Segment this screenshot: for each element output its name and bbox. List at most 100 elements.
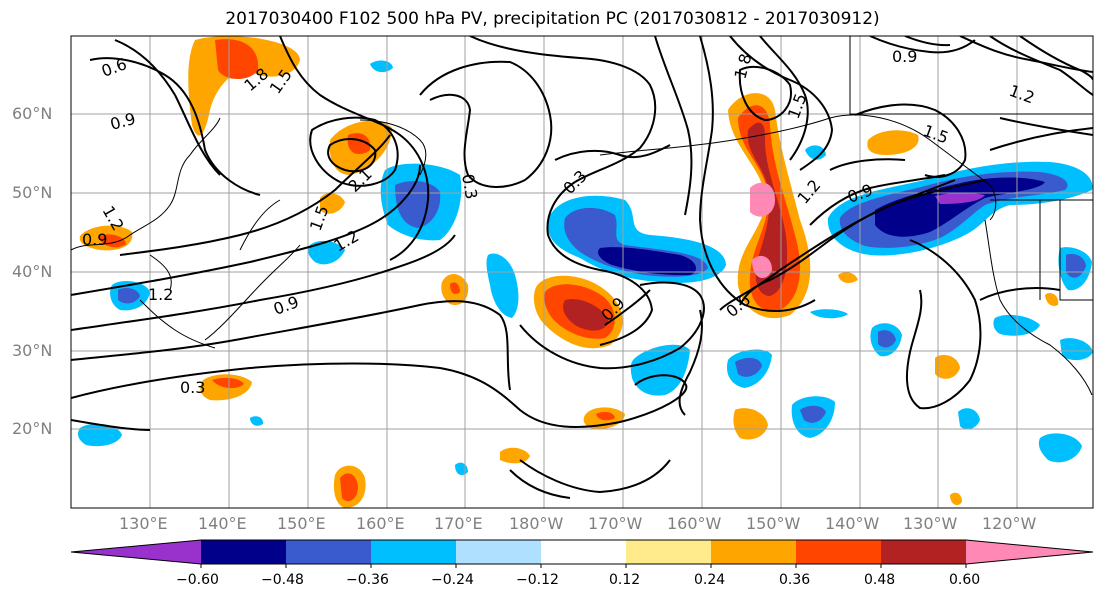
contour-label: 0.3	[458, 172, 481, 200]
pv-contour	[119, 134, 391, 256]
pv-contour	[419, 60, 553, 188]
precip-negative-region	[118, 288, 140, 304]
lon-label-180w: 180°W	[509, 514, 564, 533]
precip-negative-region	[1038, 433, 1082, 463]
pv-contour	[604, 289, 651, 326]
pv-contour	[854, 103, 967, 178]
precip-negative-region	[735, 357, 762, 377]
colorbar	[70, 539, 1094, 568]
pv-contour	[906, 239, 982, 410]
pv-contour	[1019, 36, 1093, 81]
lat-label-60n: 60°N	[12, 104, 53, 123]
precip-negative-region	[486, 253, 519, 318]
contour-label: 1.5	[921, 121, 951, 148]
precip-positive-region	[950, 492, 962, 506]
precip-positive-region	[450, 282, 460, 294]
lon-label-150w: 150°W	[746, 514, 801, 533]
contour-label: 1.2	[1007, 81, 1037, 108]
precip-positive-region	[867, 130, 919, 155]
colorbar-segment	[796, 540, 881, 564]
pv-contours	[71, 36, 1093, 499]
us-state-borders	[1039, 200, 1093, 301]
contour-label: 0.3	[180, 378, 205, 397]
lon-label-160e: 160°E	[356, 514, 405, 533]
colorbar-tick-label: −0.12	[516, 572, 559, 588]
lon-label-150e: 150°E	[277, 514, 326, 533]
precip-negative-region	[958, 408, 980, 430]
japan-coastline	[204, 244, 301, 341]
pv-contour	[71, 164, 421, 296]
pv-contour	[698, 36, 816, 312]
precip-negative-region	[307, 240, 345, 265]
pv-contour	[71, 419, 151, 431]
contour-label: 0.9	[271, 292, 301, 319]
lon-label-130w: 130°W	[903, 514, 958, 533]
pv-contour	[829, 158, 906, 171]
pv-contour	[729, 36, 834, 171]
precip-negative-region	[250, 416, 264, 426]
colorbar-tick-label: 0.60	[949, 572, 981, 588]
contour-label: 1.2	[148, 285, 173, 304]
precip-positive-region	[747, 122, 788, 296]
precip-positive-region	[752, 255, 772, 279]
precip-negative-region	[455, 462, 468, 476]
precip-positive-region	[838, 272, 858, 283]
pv-contour	[999, 117, 1093, 136]
colorbar-tick-label: 0.36	[779, 572, 811, 588]
lon-label-170e: 170°E	[434, 514, 483, 533]
precip-negative-region	[805, 145, 826, 160]
pv-contour	[654, 36, 693, 216]
precip-negative-region	[878, 330, 896, 348]
pv-contour	[279, 36, 430, 261]
graticule	[71, 36, 1093, 508]
lat-label-20n: 20°N	[12, 419, 53, 438]
contour-label: 0.9	[108, 109, 138, 134]
canada-border	[849, 36, 1093, 201]
precip-positive-region	[188, 36, 300, 136]
pv-contour	[869, 36, 976, 54]
map-frame	[70, 35, 1094, 509]
precip-positive-region	[212, 377, 244, 389]
lon-label-140e: 140°E	[198, 514, 247, 533]
precip-shading	[78, 36, 1093, 508]
pv-contour	[71, 362, 688, 428]
precip-negative-region	[935, 192, 985, 204]
contour-label: 1.8	[731, 52, 756, 82]
lon-label-130e: 130°E	[119, 514, 168, 533]
lon-label-170w: 170°W	[588, 514, 643, 533]
map-title: 2017030400 F102 500 hPa PV, precipitatio…	[225, 9, 880, 29]
precip-negative-region	[370, 60, 393, 73]
contour-label: 1.2	[794, 176, 825, 208]
precip-negative-region	[1060, 338, 1093, 361]
pv-contour	[678, 309, 703, 416]
colorbar-segment	[371, 540, 456, 564]
lat-label-50n: 50°N	[12, 183, 53, 202]
lon-label-160w: 160°W	[667, 514, 722, 533]
colorbar-tick-label: 0.12	[609, 572, 641, 588]
pv-contour	[809, 174, 946, 226]
precip-positive-region	[320, 193, 345, 214]
precip-negative-region	[810, 309, 848, 319]
colorbar-tick-label: −0.48	[261, 572, 304, 588]
precip-positive-region	[750, 182, 775, 217]
precip-positive-region	[215, 39, 259, 79]
precip-positive-region	[596, 411, 615, 421]
colorbar-tick-label: −0.60	[176, 572, 219, 588]
pv-contour	[89, 57, 261, 196]
pv-contour	[509, 469, 571, 499]
pv-contour	[71, 234, 456, 331]
precip-positive-region	[733, 408, 768, 440]
pv-contour	[519, 459, 671, 494]
pv-contour	[327, 138, 377, 173]
pv-contour	[979, 287, 1061, 301]
lat-label-30n: 30°N	[12, 341, 53, 360]
pv-contour	[71, 300, 511, 391]
pv-contour	[114, 39, 221, 176]
colorbar-segment	[201, 540, 286, 564]
pv-contour	[989, 36, 1093, 96]
pv-contour	[519, 281, 705, 370]
pv-contour	[309, 116, 399, 187]
precip-positive-region	[500, 447, 530, 464]
colorbar-segment	[456, 540, 541, 564]
